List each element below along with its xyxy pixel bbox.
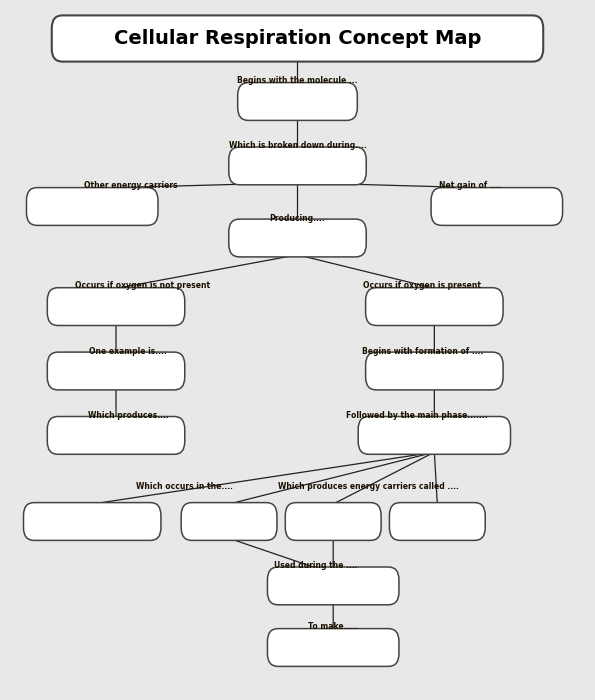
FancyBboxPatch shape [228, 219, 367, 257]
FancyBboxPatch shape [431, 188, 563, 225]
Text: Which produces....: Which produces.... [87, 411, 168, 420]
Text: Which produces energy carriers called ....: Which produces energy carriers called ..… [278, 482, 459, 491]
FancyBboxPatch shape [365, 288, 503, 326]
FancyBboxPatch shape [48, 288, 184, 326]
FancyBboxPatch shape [365, 352, 503, 390]
FancyBboxPatch shape [48, 352, 184, 390]
FancyBboxPatch shape [228, 147, 367, 185]
Text: Occurs if oxygen is present: Occurs if oxygen is present [364, 281, 481, 290]
Text: To make.....: To make..... [308, 622, 358, 631]
FancyBboxPatch shape [48, 416, 184, 454]
Text: Cellular Respiration Concept Map: Cellular Respiration Concept Map [114, 29, 481, 48]
Text: Begins with formation of ....: Begins with formation of .... [362, 346, 483, 356]
Text: Which occurs in the....: Which occurs in the.... [136, 482, 233, 491]
FancyBboxPatch shape [26, 188, 158, 225]
Text: Which is broken down during....: Which is broken down during.... [228, 141, 367, 150]
Text: Other energy carriers: Other energy carriers [84, 181, 178, 190]
Text: Begins with the molecule ...: Begins with the molecule ... [237, 76, 358, 85]
Text: Net gain of ....: Net gain of .... [439, 181, 501, 190]
Text: One example is....: One example is.... [89, 346, 167, 356]
FancyBboxPatch shape [358, 416, 511, 454]
Text: Occurs if oxygen is not present: Occurs if oxygen is not present [75, 281, 211, 290]
FancyBboxPatch shape [390, 503, 486, 540]
Text: Producing....: Producing.... [270, 214, 325, 223]
FancyBboxPatch shape [286, 503, 381, 540]
FancyBboxPatch shape [24, 503, 161, 540]
Text: Used during the ....: Used during the .... [274, 561, 357, 570]
FancyBboxPatch shape [268, 629, 399, 666]
Text: Followed by the main phase.......: Followed by the main phase....... [346, 411, 487, 420]
FancyBboxPatch shape [238, 83, 357, 120]
FancyBboxPatch shape [268, 567, 399, 605]
FancyBboxPatch shape [181, 503, 277, 540]
FancyBboxPatch shape [52, 15, 543, 62]
